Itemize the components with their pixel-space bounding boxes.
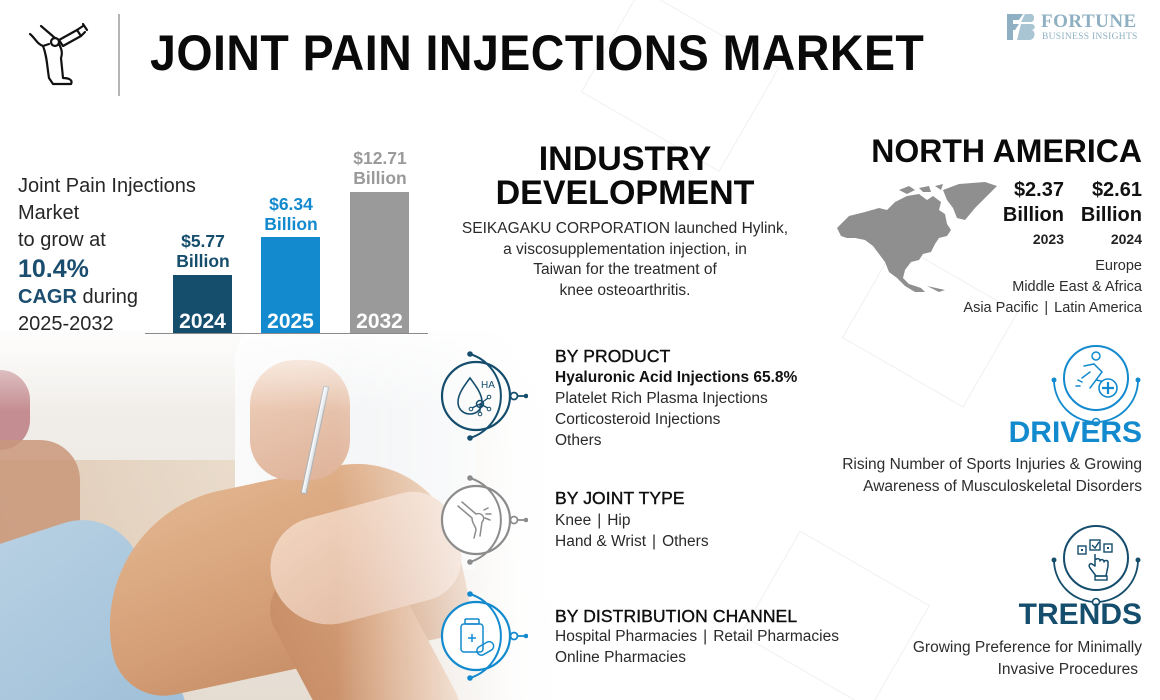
region-item: Europe [1095, 258, 1142, 274]
medicine-bottle-pill-icon [440, 591, 528, 681]
logo-mark-icon [1007, 14, 1035, 40]
bar-2032: 2032 [350, 192, 409, 333]
segment-item: Hospital Pharmacies [555, 628, 698, 645]
text-line: SEIKAGAKU CORPORATION launched Hylink, [461, 220, 789, 237]
drivers-text: Rising Number of Sports Injuries & Growi… [842, 454, 1142, 497]
region-item-row: Asia Pacific | Latin America [963, 298, 1142, 319]
segment-item: Retail Pharmacies [713, 628, 839, 645]
region-unit: Billion [1080, 204, 1142, 226]
bar-2024: 2024 [173, 275, 232, 333]
trends-title: TRENDS [1018, 598, 1142, 631]
region-item: Latin America [1054, 300, 1142, 316]
separator: | [1044, 300, 1049, 316]
separator: | [597, 512, 602, 529]
text-line: Growing Preference for Minimally [912, 639, 1142, 656]
separator: | [703, 628, 708, 645]
segment-item-row: Hospital Pharmacies | Retail Pharmacies [555, 626, 839, 647]
segment-list-by-distribution-channel: Hospital Pharmacies | Retail Pharmacies On… [555, 626, 839, 668]
bar-year-label: 2025 [267, 310, 314, 333]
logo-subtitle: BUSINESS INSIGHTS [1042, 32, 1138, 42]
bar-year-label: 2032 [356, 310, 403, 333]
bar-value-label-2024: $5.77 Billion [158, 231, 248, 271]
segment-item: Corticosteroid Injections [555, 411, 721, 428]
logo-name: FORTUNE [1041, 11, 1137, 32]
bar-unit: Billion [353, 168, 407, 188]
text-line: a viscosupplementation injection, in [503, 240, 747, 258]
region-value-2024: $2.61 Billion 2024 [1081, 178, 1142, 250]
text-line: Awareness of Musculoskeletal Disorders [863, 477, 1142, 495]
bar-value-label-2032: $12.71 Billion [335, 148, 425, 188]
region-item: Asia Pacific [963, 300, 1039, 316]
region-title: NORTH AMERICA [871, 133, 1142, 169]
region-amount: $2.61 [1091, 179, 1142, 201]
cagr-summary: Joint Pain Injections Market to grow at … [18, 173, 198, 338]
region-unit: Billion [1002, 204, 1064, 226]
bar-value: $6.34 [269, 194, 313, 214]
other-regions-list: Europe Middle East & Africa Asia Pacific… [963, 256, 1142, 319]
hyaluronic-acid-drop-icon: HA [440, 351, 528, 441]
segment-list-by-joint-type: Knee | Hip Hand & Wrist | Others [555, 510, 709, 552]
cagr-line: Market [18, 202, 80, 224]
segment-item: Hand & Wrist [555, 533, 647, 550]
region-value-2023: $2.37 Billion 2023 [1003, 178, 1064, 250]
region-year: 2024 [1110, 231, 1142, 247]
bar-value-label-2025: $6.34 Billion [246, 194, 336, 234]
fortune-business-insights-logo: FORTUNE BUSINESS INSIGHTS [1005, 10, 1155, 46]
segment-item: Platelet Rich Plasma Injections [555, 390, 768, 407]
segment-item: Online Pharmacies [555, 649, 686, 666]
region-item: Middle East & Africa [1012, 279, 1142, 295]
segment-item-row: Knee | Hip [555, 510, 709, 531]
header-divider [118, 14, 120, 96]
title-line: DEVELOPMENT [495, 174, 755, 212]
cagr-line: to grow at [18, 229, 106, 251]
bar-unit: Billion [176, 251, 230, 271]
bar-2025: 2025 [261, 237, 320, 333]
market-size-bar-chart: $5.77 Billion 2024 $6.34 Billion 2025 $1… [145, 140, 428, 334]
north-america-map-icon [837, 182, 997, 292]
cagr-word: CAGR [18, 286, 77, 308]
separator: | [652, 533, 657, 550]
text-line: knee osteoarthritis. [559, 281, 691, 299]
segment-list-by-product: Hyaluronic Acid Injections 65.8% Platele… [555, 367, 797, 451]
title-line: INDUSTRY [538, 140, 712, 178]
segment-item-leading: Hyaluronic Acid Injections 65.8% [555, 369, 798, 386]
text-line: Taiwan for the treatment of [533, 261, 717, 278]
region-amount: $2.37 [1013, 179, 1064, 201]
segment-title-by-distribution-channel: BY DISTRIBUTION CHANNEL [555, 606, 798, 626]
bar-value: $5.77 [181, 231, 225, 251]
industry-development-text: SEIKAGAKU CORPORATION launched Hylink, a… [455, 219, 795, 301]
bar-unit: Billion [264, 214, 318, 234]
text-line: Invasive Procedures [997, 660, 1138, 678]
page-title: JOINT PAIN INJECTIONS MARKET [150, 25, 925, 81]
trends-text: Growing Preference for Minimally Invasiv… [913, 637, 1142, 680]
cagr-label-line: CAGR during [18, 284, 198, 311]
region-year: 2023 [1032, 231, 1064, 247]
cagr-rate: 10.4% [18, 255, 89, 283]
drivers-title: DRIVERS [1008, 416, 1142, 449]
sports-injury-icon [1051, 345, 1141, 427]
hand-selecting-checkbox-icon [1051, 525, 1141, 607]
segment-item-row: Hand & Wrist | Others [555, 531, 709, 552]
knee-injection-icon [25, 22, 93, 90]
bar-value: $12.71 [353, 148, 407, 168]
segment-item: Knee [555, 512, 592, 529]
svg-text:HA: HA [481, 380, 495, 391]
segment-item: Others [555, 432, 602, 449]
text-line: Rising Number of Sports Injuries & Growi… [842, 456, 1142, 473]
segment-title-by-joint-type: BY JOINT TYPE [555, 488, 685, 508]
knee-joint-icon [440, 475, 528, 565]
cagr-line: Joint Pain Injections [18, 175, 196, 197]
bar-year-label: 2024 [179, 310, 226, 333]
segment-title-by-product: BY PRODUCT [555, 346, 671, 366]
cagr-during: during [76, 286, 139, 308]
segment-item: Others [662, 533, 709, 550]
segment-item: Hip [607, 512, 631, 529]
cagr-period: 2025-2032 [18, 313, 114, 335]
industry-development-title: INDUSTRY DEVELOPMENT [470, 142, 780, 210]
chart-baseline [145, 332, 428, 334]
